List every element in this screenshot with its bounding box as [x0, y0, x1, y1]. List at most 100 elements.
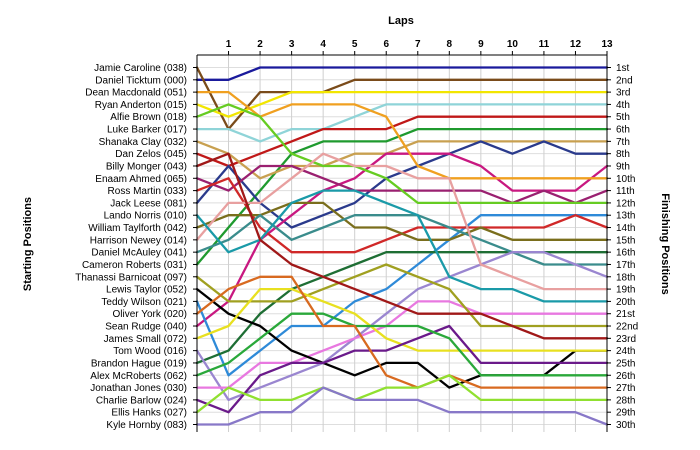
finishing-position-label: 4th — [616, 100, 630, 111]
x-tick-label: 2 — [257, 39, 263, 50]
x-tick-label: 3 — [289, 39, 295, 50]
starting-position-label: Brandon Hague (019) — [91, 358, 187, 369]
x-tick-label: 4 — [320, 39, 326, 50]
x-tick-label: 8 — [447, 39, 453, 50]
starting-position-label: Lando Norris (010) — [104, 211, 187, 222]
x-tick-label: 9 — [478, 39, 484, 50]
finishing-position-label: 1st — [616, 63, 630, 74]
finishing-position-label: 21st — [616, 309, 635, 320]
x-tick-label: 13 — [601, 39, 613, 50]
series-line-3 — [195, 90, 609, 118]
starting-position-label: Oliver York (020) — [113, 309, 187, 320]
finishing-position-label: 23rd — [616, 334, 636, 345]
series-layer — [195, 66, 609, 426]
series-line-17 — [195, 214, 609, 266]
starting-position-label: Charlie Barlow (024) — [96, 395, 187, 406]
series-line-22 — [195, 263, 609, 328]
finishing-position-label: 24th — [616, 346, 635, 357]
finishing-position-label: 16th — [616, 248, 635, 259]
y-axis-label-right: Finishing Positions — [659, 193, 671, 294]
starting-position-label: Dean Macdonald (051) — [85, 88, 187, 99]
finishing-position-label: 20th — [616, 297, 635, 308]
finishing-position-label: 22nd — [616, 322, 638, 333]
x-tick-label: 11 — [539, 39, 550, 50]
chart-title: Laps — [388, 15, 414, 27]
finishing-position-label: 9th — [616, 161, 630, 172]
finishing-position-label: 7th — [616, 137, 630, 148]
starting-position-label: Ryan Anderton (015) — [95, 100, 187, 111]
starting-position-label: Billy Monger (043) — [106, 161, 187, 172]
series-line-21 — [195, 300, 609, 389]
series-line-28 — [195, 275, 609, 389]
x-tick-label: 12 — [570, 39, 582, 50]
y-axis-label-left: Starting Positions — [22, 197, 34, 291]
starting-position-label: Ellis Hanks (027) — [111, 408, 187, 419]
finishing-position-label: 26th — [616, 371, 635, 382]
finishing-position-label: 6th — [616, 125, 630, 136]
series-line-30 — [195, 386, 609, 426]
series-line-19 — [195, 152, 609, 291]
finishing-position-label: 8th — [616, 149, 630, 160]
finishing-position-label: 30th — [616, 420, 635, 431]
starting-position-label: Tom Wood (016) — [113, 346, 187, 357]
starting-position-label: Alex McRoberts (062) — [90, 371, 187, 382]
finishing-position-label: 27th — [616, 383, 635, 394]
starting-position-label: Daniel McAuley (041) — [91, 248, 187, 259]
finishing-position-label: 17th — [616, 260, 635, 271]
starting-position-label: Luke Barker (017) — [107, 125, 187, 136]
finishing-position-label: 28th — [616, 395, 635, 406]
starting-position-label: Alfie Brown (018) — [110, 112, 187, 123]
series-line-23 — [195, 152, 609, 340]
series-line-18 — [195, 251, 609, 402]
finishing-position-label: 15th — [616, 235, 635, 246]
starting-position-label: Jamie Caroline (038) — [94, 63, 187, 74]
series-line-2 — [195, 66, 609, 131]
starting-position-label: Enaam Ahmed (065) — [95, 174, 187, 185]
finishing-position-label: 3rd — [616, 88, 630, 99]
series-line-13 — [195, 214, 609, 377]
starting-position-label: Thanassi Barnicoat (097) — [75, 272, 187, 283]
series-line-20 — [195, 189, 609, 303]
series-line-4 — [195, 103, 609, 143]
starting-position-label: Dan Zelos (045) — [115, 149, 187, 160]
series-line-9 — [195, 152, 609, 328]
series-line-27 — [195, 312, 609, 377]
starting-position-label: Jack Leese (081) — [110, 198, 187, 209]
starting-position-label: William Taylforth (042) — [88, 223, 187, 234]
finishing-position-label: 5th — [616, 112, 630, 123]
series-line-26 — [195, 324, 609, 414]
series-line-29 — [195, 374, 609, 414]
starting-position-label: Cameron Roberts (031) — [82, 260, 187, 271]
finishing-position-label: 14th — [616, 223, 635, 234]
starting-position-label: Lewis Taylor (052) — [106, 285, 187, 296]
finishing-position-label: 11th — [616, 186, 635, 197]
series-line-1 — [195, 66, 609, 81]
starting-position-label: Ross Martin (033) — [108, 186, 187, 197]
finishing-position-label: 12th — [616, 198, 635, 209]
series-line-6 — [195, 127, 609, 266]
finishing-position-label: 13th — [616, 211, 635, 222]
starting-position-label: Sean Rudge (040) — [105, 322, 187, 333]
starting-position-label: James Small (072) — [104, 334, 187, 345]
starting-position-label: Shanaka Clay (032) — [99, 137, 187, 148]
finishing-position-label: 2nd — [616, 75, 633, 86]
finishing-position-label: 25th — [616, 358, 635, 369]
finishing-position-label: 18th — [616, 272, 635, 283]
starting-position-label: Kyle Hornby (083) — [106, 420, 187, 431]
starting-position-label: Harrison Newey (014) — [90, 235, 187, 246]
series-line-15 — [195, 201, 609, 241]
starting-position-label: Jonathan Jones (030) — [90, 383, 187, 394]
finishing-position-label: 29th — [616, 408, 635, 419]
finishing-position-label: 19th — [616, 285, 635, 296]
finishing-position-label: 10th — [616, 174, 635, 185]
series-line-7 — [195, 140, 609, 180]
series-line-12 — [195, 103, 609, 205]
x-tick-label: 1 — [226, 39, 232, 50]
x-tick-label: 6 — [383, 39, 389, 50]
series-line-10 — [195, 90, 609, 180]
series-line-5 — [195, 115, 609, 168]
x-tick-label: 7 — [415, 39, 421, 50]
starting-position-label: Daniel Ticktum (000) — [95, 75, 187, 86]
